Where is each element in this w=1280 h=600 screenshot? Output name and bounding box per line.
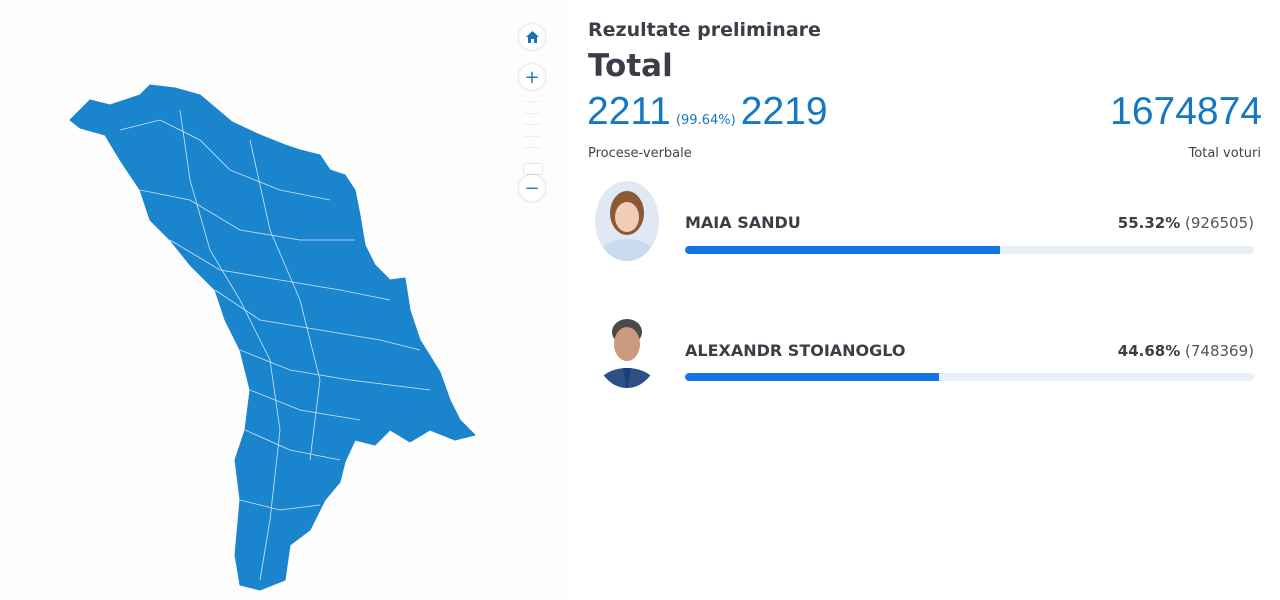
district-borders	[119, 109, 431, 581]
home-icon	[525, 31, 539, 43]
page-title: Total	[588, 48, 673, 84]
candidate-votes: (748369)	[1185, 342, 1254, 360]
total-votes: 1674874	[1110, 90, 1262, 133]
map-region[interactable]	[69, 84, 476, 591]
total-votes-label: Total voturi	[1188, 146, 1261, 161]
vote-share-bar	[685, 373, 1254, 381]
candidate-photo	[595, 181, 659, 261]
candidate-name: MAIA SANDU	[685, 213, 801, 232]
processed-count: 2211	[587, 90, 671, 133]
candidate-portrait-icon	[597, 319, 657, 388]
zoom-slider-handle[interactable]	[523, 163, 543, 175]
total-protocols: 2219	[740, 90, 828, 133]
vote-share-fill	[685, 246, 1000, 254]
candidate-result: 55.32% (926505)	[1118, 214, 1254, 232]
vote-share-fill	[685, 373, 940, 381]
processed-percent: (99.64%)	[675, 113, 736, 128]
vote-share-bar	[685, 246, 1254, 254]
protocols-label: Procese-verbale	[588, 146, 692, 161]
zoom-tick	[524, 113, 540, 114]
home-button[interactable]	[519, 24, 545, 50]
plus-icon: +	[524, 66, 540, 88]
zoom-tick	[524, 101, 540, 102]
minus-icon: −	[524, 177, 540, 199]
moldova-map[interactable]	[0, 0, 570, 600]
candidate-result: 44.68% (748369)	[1118, 342, 1254, 360]
map-panel: + −	[0, 0, 570, 600]
candidate-percent: 44.68%	[1117, 342, 1181, 360]
candidate-portrait-icon	[597, 191, 657, 261]
zoom-tick	[524, 124, 540, 125]
zoom-tick	[524, 147, 540, 148]
candidate-name: ALEXANDR STOIANOGLO	[685, 341, 906, 360]
page-subtitle: Rezultate preliminare	[588, 19, 821, 41]
candidate-percent: 55.32%	[1117, 214, 1181, 232]
zoom-out-button[interactable]: −	[519, 175, 545, 201]
zoom-in-button[interactable]: +	[519, 64, 545, 90]
protocols-count: 2211 (99.64%) 2219	[587, 90, 828, 134]
candidate-photo	[595, 308, 659, 388]
zoom-tick	[524, 136, 540, 137]
candidate-votes: (926505)	[1185, 214, 1254, 232]
